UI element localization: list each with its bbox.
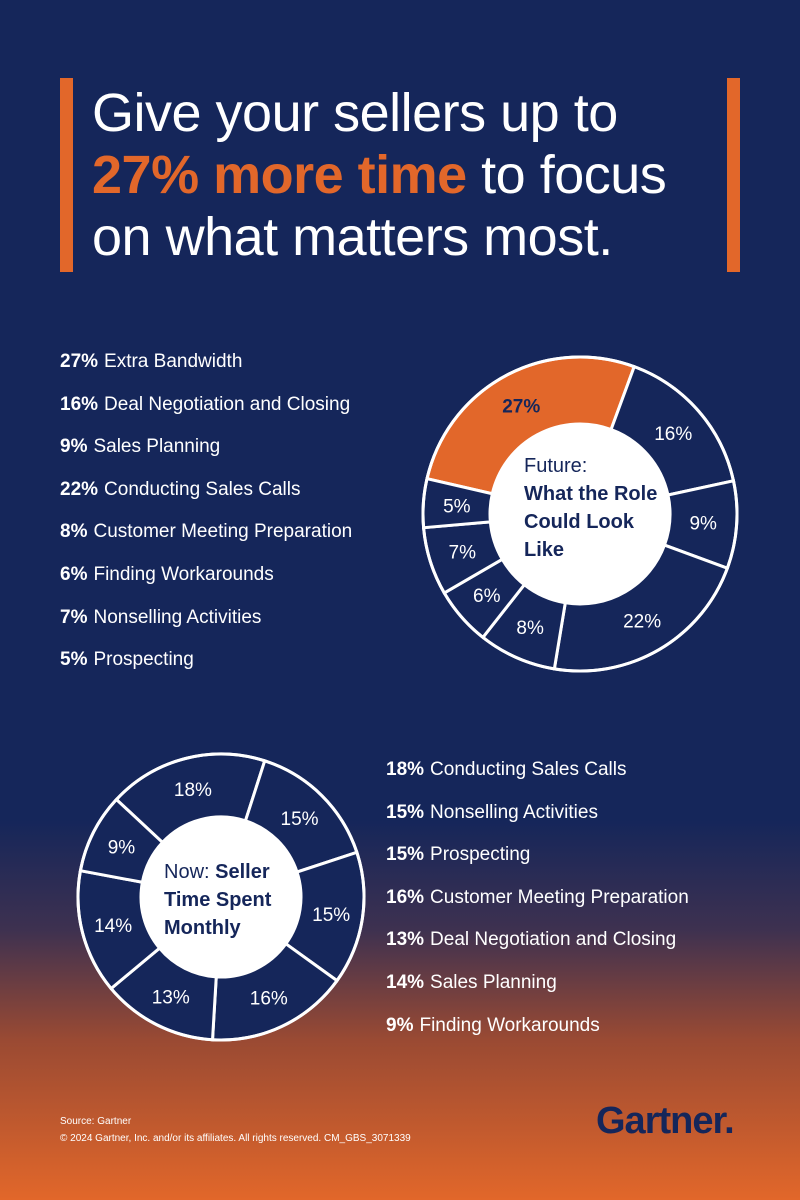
future-legend-item: 6% Finding Workarounds [60, 563, 352, 606]
now-slice-label: 13% [152, 988, 190, 1009]
future-legend: 27% Extra Bandwidth 16% Deal Negotiation an… [60, 350, 352, 691]
future-legend-pct: 8% [60, 521, 88, 543]
now-legend: 18% Conducting Sales Calls 15% Nonselling A… [386, 758, 689, 1056]
gartner-logo-dot: . [724, 1100, 735, 1142]
now-center-disk [141, 817, 301, 977]
now-donut-chart: 18% 15% 15% 16% 13% 14% 9% [76, 752, 366, 1042]
headline-highlight: 27% more time [92, 145, 467, 205]
now-legend-pct: 14% [386, 971, 425, 993]
headline-line-1: Give your sellers up to [92, 83, 618, 143]
now-legend-pct: 13% [386, 929, 425, 951]
gartner-logo: Gartner. [596, 1100, 735, 1143]
headline: Give your sellers up to 27% more time to… [92, 82, 732, 268]
now-legend-label: Deal Negotiation and Closing [430, 929, 677, 951]
footer-source: Source: Gartner [60, 1116, 132, 1127]
now-slice-label: 18% [174, 780, 212, 801]
now-legend-label: Conducting Sales Calls [430, 759, 627, 780]
now-legend-pct: 15% [386, 844, 425, 866]
future-legend-label: Customer Meeting Preparation [93, 521, 353, 543]
future-legend-label: Prospecting [93, 649, 194, 671]
future-donut-chart: 27% 16% 9% 22% 8% 6% 7% 5% [421, 355, 739, 673]
future-legend-pct: 6% [60, 563, 88, 585]
now-legend-item: 13% Deal Negotiation and Closing [386, 928, 689, 971]
footer: Source: Gartner © 2024 Gartner, Inc. and… [60, 1113, 411, 1147]
now-center-title: Seller Time Spent Monthly [164, 861, 272, 939]
future-legend-item: 5% Prospecting [60, 648, 352, 691]
now-slice-label: 15% [281, 809, 319, 830]
now-center-prefix: Now: [164, 861, 210, 883]
now-center-label: Now: Seller Time Spent Monthly [164, 858, 289, 942]
future-slice-label: 9% [689, 514, 717, 535]
future-outer-rim [421, 355, 739, 673]
now-legend-label: Prospecting [430, 844, 531, 866]
now-slice-label: 16% [250, 989, 288, 1010]
future-legend-item: 27% Extra Bandwidth [60, 350, 352, 393]
now-legend-label: Nonselling Activities [430, 801, 598, 823]
future-legend-label: Conducting Sales Calls [104, 478, 301, 500]
future-legend-pct: 16% [60, 393, 99, 415]
future-legend-pct: 5% [60, 649, 88, 671]
gartner-logo-text: Gartner [596, 1100, 725, 1142]
now-legend-label: Customer Meeting Preparation [430, 886, 689, 908]
future-legend-label: Deal Negotiation and Closing [104, 393, 351, 415]
now-legend-pct: 18% [386, 759, 425, 780]
headline-line-2: to focus [466, 145, 667, 205]
future-center-title: What the Role Could Look Like [524, 483, 658, 561]
future-legend-pct: 9% [60, 436, 88, 458]
future-legend-label: Sales Planning [93, 436, 221, 458]
now-legend-pct: 9% [386, 1014, 414, 1036]
future-slice-label: 5% [443, 496, 471, 517]
now-legend-item: 15% Nonselling Activities [386, 801, 689, 844]
headline-line-3: on what matters most. [92, 207, 613, 267]
future-legend-label: Extra Bandwidth [104, 351, 243, 372]
right-accent-bar [727, 78, 740, 272]
now-legend-item: 16% Customer Meeting Preparation [386, 886, 689, 929]
now-legend-item: 9% Finding Workarounds [386, 1014, 689, 1057]
now-legend-pct: 16% [386, 886, 425, 908]
now-legend-label: Sales Planning [430, 971, 557, 993]
now-legend-item: 14% Sales Planning [386, 971, 689, 1014]
future-legend-item: 9% Sales Planning [60, 435, 352, 478]
future-legend-pct: 27% [60, 351, 99, 372]
now-legend-pct: 15% [386, 801, 425, 823]
future-slice-label: 16% [654, 424, 692, 445]
future-legend-item: 7% Nonselling Activities [60, 606, 352, 649]
now-legend-item: 18% Conducting Sales Calls [386, 758, 689, 801]
future-slice-label: 8% [516, 618, 544, 639]
future-slice-label: 6% [473, 586, 501, 607]
future-slice-label: 27% [502, 396, 540, 417]
now-legend-label: Finding Workarounds [419, 1014, 600, 1036]
future-slice-label: 22% [623, 612, 661, 633]
future-center-label: Future: What the Role Could Look Like [524, 452, 674, 564]
future-center-prefix: Future: [524, 455, 588, 477]
future-legend-pct: 7% [60, 606, 88, 628]
now-slice-label: 9% [108, 838, 136, 859]
future-legend-label: Nonselling Activities [93, 606, 262, 628]
now-legend-item: 15% Prospecting [386, 843, 689, 886]
left-accent-bar [60, 78, 73, 272]
future-legend-item: 22% Conducting Sales Calls [60, 478, 352, 521]
future-slice-label: 7% [449, 542, 477, 563]
future-legend-pct: 22% [60, 478, 99, 500]
now-slice-label: 15% [312, 905, 350, 926]
future-legend-label: Finding Workarounds [93, 563, 274, 585]
footer-copyright: © 2024 Gartner, Inc. and/or its affiliat… [60, 1133, 411, 1144]
future-legend-item: 16% Deal Negotiation and Closing [60, 393, 352, 436]
future-legend-item: 8% Customer Meeting Preparation [60, 520, 352, 563]
now-outer-rim [76, 752, 366, 1042]
now-slice-label: 14% [94, 916, 132, 937]
future-center-disk [490, 424, 670, 604]
